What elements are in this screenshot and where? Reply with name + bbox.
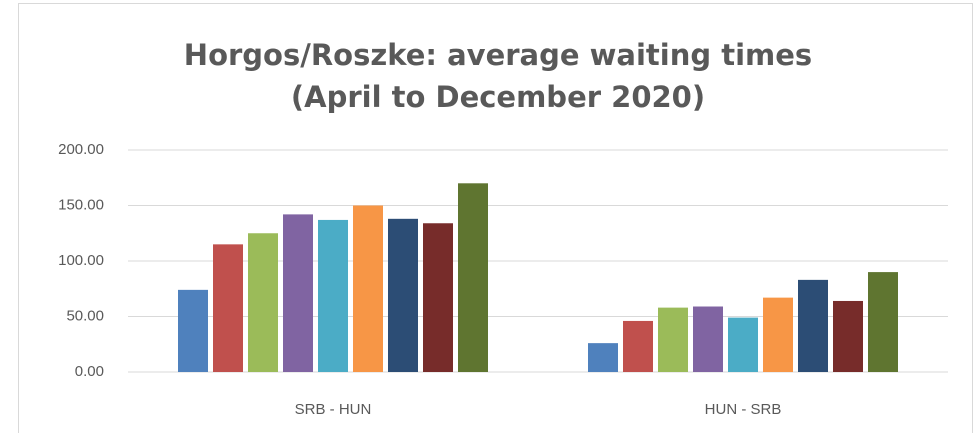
bar bbox=[248, 233, 278, 372]
chart-title: Horgos/Roszke: average waiting times (Ap… bbox=[183, 38, 813, 114]
y-tick-label: 0.00 bbox=[75, 363, 104, 380]
bar bbox=[283, 214, 313, 372]
bar bbox=[458, 183, 488, 372]
chart-frame bbox=[18, 3, 973, 433]
y-tick-label: 100.00 bbox=[58, 252, 104, 269]
bar bbox=[423, 223, 453, 372]
bar bbox=[623, 320, 653, 372]
x-tick-label: HUN - SRB bbox=[705, 401, 782, 418]
bar bbox=[178, 289, 208, 372]
bar bbox=[693, 306, 723, 372]
bar bbox=[728, 317, 758, 372]
bar bbox=[658, 307, 688, 372]
bar bbox=[868, 272, 898, 372]
bar bbox=[798, 279, 828, 372]
bar bbox=[213, 244, 243, 372]
bar bbox=[388, 218, 418, 372]
y-tick-label: 50.00 bbox=[66, 307, 104, 324]
bar bbox=[318, 219, 348, 372]
bar bbox=[353, 205, 383, 372]
y-tick-label: 200.00 bbox=[58, 141, 104, 158]
x-tick-label: SRB - HUN bbox=[295, 401, 372, 418]
bar bbox=[763, 297, 793, 372]
y-tick-label: 150.00 bbox=[58, 196, 104, 213]
bar bbox=[833, 300, 863, 372]
bar bbox=[588, 343, 618, 372]
